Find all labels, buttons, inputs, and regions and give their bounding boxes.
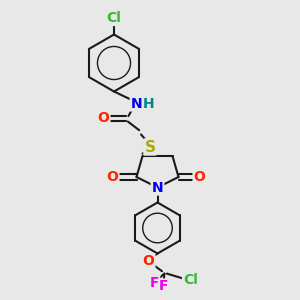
Text: H: H <box>143 97 154 110</box>
Text: O: O <box>98 112 110 125</box>
Text: F: F <box>159 280 168 293</box>
Text: O: O <box>194 170 206 184</box>
Text: Cl: Cl <box>106 11 122 25</box>
Text: F: F <box>150 276 159 289</box>
Text: Cl: Cl <box>183 273 198 286</box>
Text: S: S <box>145 140 155 154</box>
Text: N: N <box>152 181 163 194</box>
Text: O: O <box>106 170 119 184</box>
Text: O: O <box>142 254 154 268</box>
Text: N: N <box>131 97 142 110</box>
